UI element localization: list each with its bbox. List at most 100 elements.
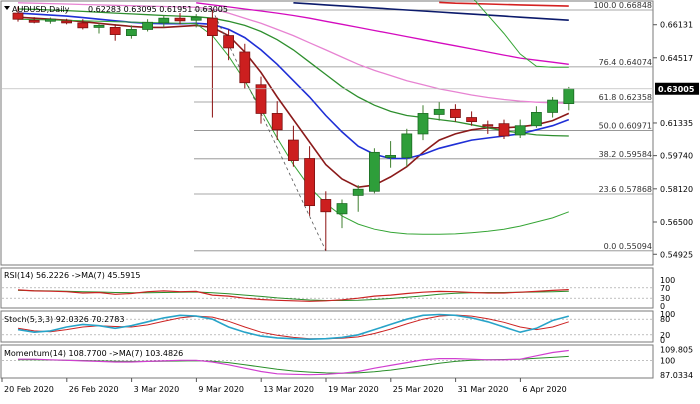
price-tick-label: 0.58120 xyxy=(660,185,693,194)
candle-body xyxy=(385,155,397,158)
candle-body xyxy=(190,16,202,21)
current-price-tag xyxy=(655,82,699,95)
candle-body xyxy=(449,108,461,118)
candle-body xyxy=(563,88,575,105)
candlesticks xyxy=(12,6,575,251)
ma-green-line xyxy=(17,8,569,137)
time-tick-label: 6 Apr 2020 xyxy=(522,385,566,394)
candle-body xyxy=(531,112,542,127)
chart-header: AUDUSD,Daily 0.62283 0.63095 0.61951 0.6… xyxy=(4,5,228,14)
envelope-upper-line xyxy=(473,0,569,68)
candle-body xyxy=(401,133,413,158)
candle-body xyxy=(12,12,24,20)
price-tick-label: 0.61335 xyxy=(660,119,693,128)
fib-level-label: 0.0 0.55094 xyxy=(604,242,652,251)
candle-body xyxy=(158,17,170,24)
current-price-label: 0.63005 xyxy=(658,85,695,94)
candle-body xyxy=(126,29,137,36)
candle-body xyxy=(28,19,40,23)
fib-level-label: 23.6 0.57868 xyxy=(599,185,652,194)
moving-averages xyxy=(17,0,570,235)
candle-body xyxy=(304,158,316,207)
stoch-tick-label: 20 xyxy=(660,331,670,340)
ma-darkred-line xyxy=(17,16,570,189)
momentum-tick-label: 100 xyxy=(660,356,675,365)
candle-body xyxy=(320,199,332,213)
momentum-tick-label: 109.805 xyxy=(660,345,693,354)
fib-level-label: 100.0 0.66848 xyxy=(593,1,652,10)
rsi-tick-label: 70 xyxy=(660,284,670,293)
time-tick-label: 13 Mar 2020 xyxy=(263,385,314,394)
candle-body xyxy=(271,113,283,131)
momentum-tick-label: 87.0334 xyxy=(660,371,693,380)
candle-body xyxy=(45,18,56,22)
time-tick-label: 26 Feb 2020 xyxy=(69,385,119,394)
rsi-tick-label: 30 xyxy=(660,294,670,303)
candle-body xyxy=(368,151,380,192)
stoch-signal-line xyxy=(17,314,569,340)
collapse-arrow-icon[interactable] xyxy=(4,6,10,10)
candle-body xyxy=(287,139,299,161)
momentum-title: Momentum(14) 108.7700 ->MA(7) 103.4826 xyxy=(4,349,183,358)
candle-body xyxy=(352,188,364,196)
time-tick-label: 9 Mar 2020 xyxy=(198,385,244,394)
stoch-tick-label: 0 xyxy=(660,336,665,345)
candle-body xyxy=(239,51,251,84)
candle-body xyxy=(498,123,510,137)
ma-red-line xyxy=(439,1,569,7)
ma-pink-line xyxy=(17,2,569,104)
time-tick-label: 20 Feb 2020 xyxy=(4,385,54,394)
price-tick-label: 0.66131 xyxy=(660,21,693,30)
rsi-title: RSI(14) 56.2226 ->MA(7) 45.5915 xyxy=(4,271,141,280)
candle-body xyxy=(482,124,494,127)
price-tick-label: 0.64517 xyxy=(660,54,693,63)
time-tick-label: 25 Mar 2020 xyxy=(393,385,444,394)
stoch-tick-label: 100 xyxy=(660,310,675,319)
time-tick-label: 3 Mar 2020 xyxy=(134,385,180,394)
momentum-main-line xyxy=(18,349,569,376)
candle-body xyxy=(223,35,235,49)
candle-body xyxy=(109,27,121,35)
candle-body xyxy=(466,117,478,123)
swing-trend-line xyxy=(212,9,327,251)
time-axis: 20 Feb 2020 26 Feb 2020 3 Mar 2020 9 Mar 20… xyxy=(1,378,567,394)
rsi-main-line xyxy=(17,289,569,302)
price-axis: 0.66131 0.64517 0.61335 0.59740 0.58120 0.565… xyxy=(0,21,699,259)
ma-navy-line xyxy=(293,2,569,21)
momentum-ma-line xyxy=(18,355,569,374)
price-tick-label: 0.54925 xyxy=(660,250,693,259)
fib-level-label: 38.2 0.59584 xyxy=(599,150,652,159)
stoch-title: Stoch(5,3,3) 92.0326 70.2783 xyxy=(4,315,124,324)
candle-body xyxy=(174,17,186,22)
candle-body xyxy=(547,99,558,113)
time-tick-label: 19 Mar 2020 xyxy=(328,385,379,394)
stoch-tick-label: 80 xyxy=(660,315,670,324)
ma-blue-line xyxy=(17,12,570,160)
candle-body xyxy=(77,22,89,29)
rsi-tick-label: 0 xyxy=(660,302,665,311)
fib-level-label: 61.8 0.62358 xyxy=(599,93,652,102)
price-tick-label: 0.59740 xyxy=(660,152,693,161)
rsi-tick-label: 100 xyxy=(660,276,675,285)
candle-body xyxy=(142,21,154,30)
time-tick-label: 31 Mar 2020 xyxy=(458,385,509,394)
candle-body xyxy=(514,125,526,136)
main-panel-frame xyxy=(0,0,654,266)
fib-level-label: 76.4 0.64074 xyxy=(599,58,652,67)
stoch-main-line xyxy=(17,313,570,341)
trend-line xyxy=(212,9,327,251)
ma-magenta-line xyxy=(196,2,569,65)
momentum-indicator: 109.805 100 87.0334 xyxy=(2,345,693,380)
candle-body xyxy=(417,113,429,135)
candle-body xyxy=(206,17,218,36)
candle-body xyxy=(93,24,105,28)
symbol-title: AUDUSD,Daily xyxy=(12,5,70,14)
candle-body xyxy=(336,203,348,215)
price-tick-label: 0.56500 xyxy=(660,218,693,227)
candle-body xyxy=(433,108,445,115)
ohlc-readout: 0.62283 0.63095 0.61951 0.63005 xyxy=(88,5,228,14)
candle-body xyxy=(255,84,267,114)
